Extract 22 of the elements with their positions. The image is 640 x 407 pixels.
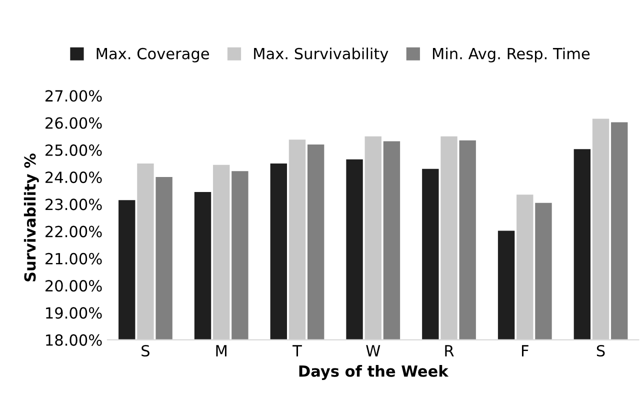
y-tick-label: 19.00% [46,307,102,319]
y-tick-label: 22.00% [46,226,102,238]
y-tick-label: 24.00% [46,172,102,184]
x-tick-label: R [445,345,454,356]
x-tick-label: T [292,345,302,356]
y-tick-label: 27.00% [46,90,102,102]
y-tick-label: 25.00% [46,144,102,156]
x-tick-label: S [596,344,605,357]
y-tick-label: 21.00% [46,252,102,264]
x-tick-label: M [216,345,226,356]
x-tick-label: S [142,344,150,357]
x-tick-label: W [366,345,380,356]
x-tick-label: F [522,345,528,356]
y-axis-title: Survivability % [24,154,39,282]
legend-label: Min. Avg. Resp. Time [432,48,590,62]
y-tick-label: 20.00% [46,280,102,292]
y-tick-label: 23.00% [46,198,102,210]
y-tick-label: 18.00% [46,334,102,346]
x-axis-title: Days of the Week [299,365,449,380]
y-tick-label: 26.00% [46,117,102,129]
legend-label: Max. Coverage [96,48,209,62]
legend-label: Max. Survivability [254,48,388,62]
